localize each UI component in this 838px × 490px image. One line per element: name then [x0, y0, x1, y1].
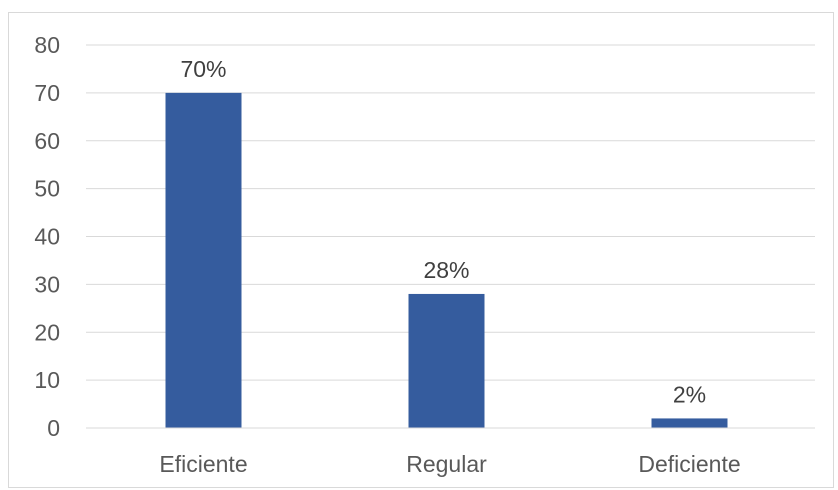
- y-tick-label-10: 10: [34, 367, 60, 393]
- data-labels: 70% 28% 2%: [180, 56, 706, 408]
- category-label-deficiente: Deficiente: [638, 451, 740, 477]
- y-tick-label-70: 70: [34, 80, 60, 106]
- y-tick-label-80: 80: [34, 32, 60, 58]
- y-axis-ticks: 0 10 20 30 40 50 60 70 80: [34, 32, 60, 441]
- data-label-deficiente: 2%: [673, 381, 706, 407]
- y-tick-label-30: 30: [34, 271, 60, 297]
- bars: [165, 92, 728, 428]
- y-tick-label-0: 0: [47, 415, 60, 441]
- y-tick-label-60: 60: [34, 128, 60, 154]
- bar-eficiente: [165, 92, 242, 428]
- category-label-eficiente: Eficiente: [159, 451, 247, 477]
- category-labels: Eficiente Regular Deficiente: [159, 451, 740, 477]
- bar-regular: [408, 293, 485, 428]
- category-label-regular: Regular: [406, 451, 487, 477]
- data-label-regular: 28%: [423, 257, 469, 283]
- y-tick-label-40: 40: [34, 224, 60, 250]
- data-label-eficiente: 70%: [180, 56, 226, 82]
- bar-deficiente: [651, 418, 728, 428]
- y-tick-label-20: 20: [34, 319, 60, 345]
- y-tick-label-50: 50: [34, 176, 60, 202]
